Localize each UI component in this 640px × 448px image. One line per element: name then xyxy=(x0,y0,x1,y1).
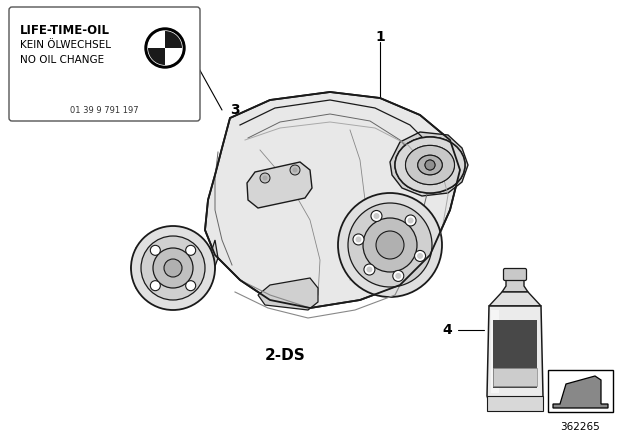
Bar xyxy=(548,370,613,412)
Polygon shape xyxy=(489,292,541,306)
Circle shape xyxy=(150,246,161,255)
Text: LIFE-TIME-OIL: LIFE-TIME-OIL xyxy=(20,24,110,37)
Polygon shape xyxy=(491,310,499,393)
Wedge shape xyxy=(148,48,165,65)
Circle shape xyxy=(260,173,270,183)
Circle shape xyxy=(374,213,380,219)
Circle shape xyxy=(131,226,215,310)
Text: 4: 4 xyxy=(442,323,452,337)
Circle shape xyxy=(153,248,193,288)
Circle shape xyxy=(393,271,404,281)
Circle shape xyxy=(417,253,423,259)
Ellipse shape xyxy=(395,137,465,193)
FancyBboxPatch shape xyxy=(504,268,527,280)
Polygon shape xyxy=(553,376,608,408)
Polygon shape xyxy=(487,396,543,411)
Wedge shape xyxy=(165,48,182,65)
Wedge shape xyxy=(165,31,182,48)
Polygon shape xyxy=(502,278,528,292)
Polygon shape xyxy=(258,278,318,310)
Bar xyxy=(493,368,537,386)
Circle shape xyxy=(355,237,362,242)
Circle shape xyxy=(338,193,442,297)
Ellipse shape xyxy=(418,155,442,175)
Polygon shape xyxy=(390,132,468,196)
Circle shape xyxy=(186,281,196,291)
Circle shape xyxy=(292,168,298,172)
Text: 3: 3 xyxy=(230,103,239,117)
Circle shape xyxy=(353,234,364,245)
Polygon shape xyxy=(487,306,543,408)
Circle shape xyxy=(145,28,185,68)
FancyBboxPatch shape xyxy=(9,7,200,121)
Circle shape xyxy=(141,236,205,300)
Text: KEIN ÖLWECHSEL: KEIN ÖLWECHSEL xyxy=(20,40,111,50)
Text: NO OIL CHANGE: NO OIL CHANGE xyxy=(20,55,104,65)
Circle shape xyxy=(425,160,435,170)
Circle shape xyxy=(148,31,182,65)
Polygon shape xyxy=(247,162,312,208)
Circle shape xyxy=(376,231,404,259)
Polygon shape xyxy=(205,92,460,308)
Ellipse shape xyxy=(395,137,465,193)
Text: 01 39 9 791 197: 01 39 9 791 197 xyxy=(70,106,138,115)
Polygon shape xyxy=(210,240,218,280)
Text: 362265: 362265 xyxy=(560,422,600,432)
Circle shape xyxy=(186,246,196,255)
Circle shape xyxy=(405,215,416,226)
Circle shape xyxy=(367,267,372,272)
Circle shape xyxy=(371,211,382,221)
Circle shape xyxy=(150,281,161,291)
Circle shape xyxy=(396,273,401,279)
Circle shape xyxy=(425,160,435,170)
Circle shape xyxy=(348,203,432,287)
Circle shape xyxy=(408,217,413,224)
Circle shape xyxy=(262,176,268,181)
Circle shape xyxy=(164,259,182,277)
Circle shape xyxy=(364,264,375,275)
Ellipse shape xyxy=(406,146,454,185)
Ellipse shape xyxy=(406,146,454,185)
Circle shape xyxy=(415,250,426,262)
Bar xyxy=(493,320,537,388)
Polygon shape xyxy=(131,248,215,288)
Circle shape xyxy=(290,165,300,175)
Wedge shape xyxy=(148,31,165,48)
Text: 1: 1 xyxy=(375,30,385,44)
Circle shape xyxy=(363,218,417,272)
Text: 2-DS: 2-DS xyxy=(264,348,305,363)
Ellipse shape xyxy=(418,155,442,175)
